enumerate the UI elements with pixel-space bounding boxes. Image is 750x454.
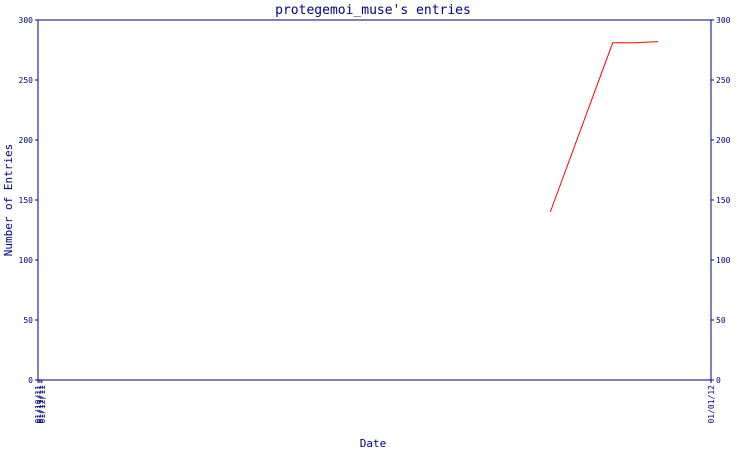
x-tick-label: 01/01/12 bbox=[707, 385, 716, 424]
x-tick-label: 01/11/11 bbox=[36, 385, 45, 424]
series-line bbox=[549, 41, 659, 213]
y-tick-label-left: 250 bbox=[19, 76, 34, 85]
y-tick-label-left: 50 bbox=[23, 316, 33, 325]
y-tick-label-right: 0 bbox=[716, 376, 721, 385]
series-layer bbox=[549, 41, 659, 213]
y-tick-label-right: 150 bbox=[716, 196, 731, 205]
y-axis-right: 0 50 100 150 200 250 300 bbox=[711, 16, 731, 385]
chart-title: protegemoi_muse's entries bbox=[275, 3, 471, 18]
x-axis-label: Date bbox=[360, 437, 387, 450]
y-tick-label-left: 150 bbox=[19, 196, 34, 205]
y-tick-label-right: 200 bbox=[716, 136, 731, 145]
x-tick-label: 01/10/11 bbox=[34, 385, 43, 424]
y-tick-label-left: 100 bbox=[19, 256, 34, 265]
y-tick-label-right: 100 bbox=[716, 256, 731, 265]
y-tick-label-right: 50 bbox=[716, 316, 726, 325]
y-axis-left: 0 50 100 150 200 250 300 bbox=[19, 16, 38, 385]
y-axis-label: Number of Entries bbox=[2, 144, 15, 257]
y-tick-label-left: 200 bbox=[19, 136, 34, 145]
x-tick-label: 01/12/11 bbox=[38, 385, 47, 424]
y-tick-label-left: 300 bbox=[19, 16, 34, 25]
y-tick-label-right: 300 bbox=[716, 16, 731, 25]
y-tick-label-right: 250 bbox=[716, 76, 731, 85]
y-tick-label-left: 0 bbox=[28, 376, 33, 385]
plot-area-frame bbox=[37, 19, 712, 381]
